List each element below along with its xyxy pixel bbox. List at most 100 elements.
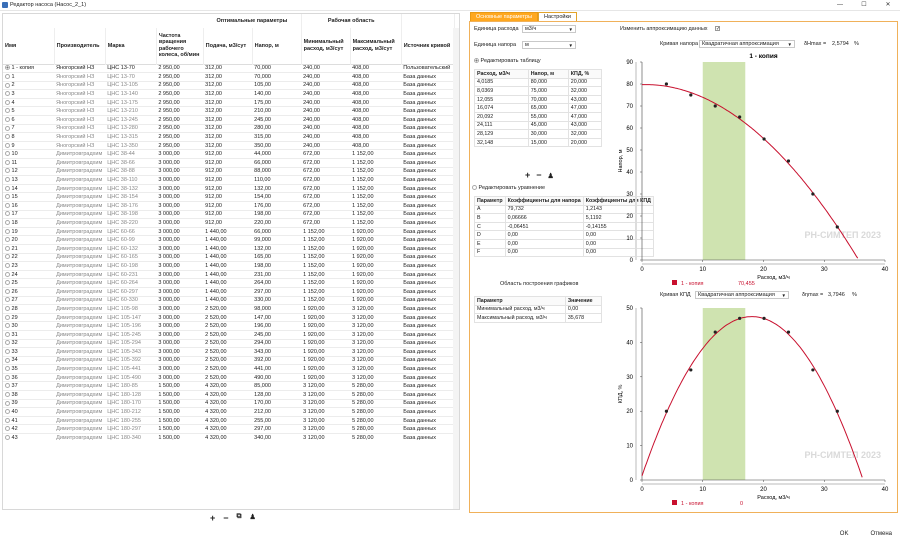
tab-main-params[interactable]: Основные параметры [470,12,538,22]
table-row[interactable]: 17 Димитровградхим ЦНС 38-198 3 000,00 912,0… [3,210,455,219]
table-row[interactable]: Максимальный расход, м3/ч 35,678 [474,313,603,323]
table-row[interactable]: 32 Димитровградхим ЦНС 105-294 3 000,00 2 52… [3,339,455,348]
table-row[interactable]: 26 Димитровградхим ЦНС 60-297 3 000,00 1 440… [3,287,455,296]
table-cell[interactable]: D [474,230,506,240]
table-cell[interactable]: 79,732 [504,204,584,215]
row-radio[interactable] [5,73,10,79]
table-cell[interactable]: 70,000 [527,94,569,105]
table-cell[interactable]: C [474,221,506,232]
table-cell[interactable]: 80,000 [527,77,569,88]
table-cell[interactable]: 43,000 [567,94,603,105]
row-radio[interactable] [5,366,10,372]
table-row[interactable]: 8,0369 75,000 32,000 [474,86,603,96]
table-row[interactable]: 32,148 15,000 20,000 [474,137,603,148]
table-row[interactable]: 1 - копия Яногорский НЗ ЦНС 13-70 2 950,00 3… [3,64,455,73]
row-radio[interactable] [5,228,10,234]
table-row[interactable]: 28,129 30,000 32,000 [474,129,603,139]
table-cell[interactable]: -0,06451 [504,221,584,232]
table-row[interactable]: 43 Димитровградхим ЦНС 180-340 1 500,00 4 32… [3,433,455,443]
row-radio[interactable] [5,357,10,363]
table-cell[interactable]: 0,00 [504,247,584,258]
table-row[interactable]: 13 Димитровградхим ЦНС 38-110 3 000,00 912,0… [3,175,455,185]
table-row[interactable]: 19 Димитровградхим ЦНС 60-66 3 000,00 1 440,… [3,227,455,236]
table-cell[interactable]: 15,000 [527,137,569,148]
row-radio[interactable] [5,435,10,441]
table-row[interactable]: 39 Димитровградхим ЦНС 180-170 1 500,00 4 32… [3,399,455,408]
table-row[interactable]: 36 Димитровградхим ЦНС 105-490 3 000,00 2 52… [3,373,455,382]
table-row[interactable]: 35 Димитровградхим ЦНС 105-441 3 000,00 2 52… [3,364,455,374]
table-cell[interactable]: 4,0185 [474,77,529,88]
table-row[interactable]: Минимальный расход, м3/ч 0,00 [474,304,603,315]
row-radio[interactable] [5,426,10,432]
row-radio[interactable] [5,185,10,191]
table-cell[interactable]: 32,000 [567,86,603,96]
row-radio[interactable] [5,331,10,337]
table-row[interactable]: 4 Яногорский НЗ ЦНС 13-175 2 950,00 312,00 17… [3,98,455,107]
table-row[interactable]: 14 Димитровградхим ЦНС 38-132 3 000,00 912,0… [3,184,455,193]
row-radio[interactable] [5,237,10,243]
table-row[interactable]: 16 Димитровградхим ЦНС 38-176 3 000,00 912,0… [3,201,455,211]
table-row[interactable]: 15 Димитровградхим ЦНС 38-154 3 000,00 912,0… [3,192,455,202]
table-row[interactable]: 2 Яногорский НЗ ЦНС 13-105 2 950,00 312,00 10… [3,81,455,90]
row-radio[interactable] [5,245,10,251]
row-radio[interactable] [5,142,10,148]
table-cell[interactable]: 47,000 [567,103,603,113]
row-radio[interactable] [5,288,10,294]
table-cell[interactable]: 0,00 [564,304,603,315]
table-row[interactable]: 38 Димитровградхим ЦНС 180-128 1 500,00 4 32… [3,390,455,400]
table-cell[interactable]: F [474,247,506,258]
tab-settings[interactable]: Настройки [537,12,577,22]
row-radio[interactable] [5,134,10,140]
table-row[interactable]: 7 Яногорский НЗ ЦНС 13-280 2 950,00 312,00 28… [3,124,455,133]
row-radio[interactable] [5,400,10,406]
table-row[interactable]: 8 Яногорский НЗ ЦНС 13-315 2 950,00 312,00 31… [3,132,455,142]
table-cell[interactable]: 0,00 [504,230,584,240]
row-radio[interactable] [5,91,10,97]
row-radio[interactable] [5,194,10,200]
approx-checkbox[interactable]: ✓ [715,26,721,32]
minimize-button[interactable]: — [837,2,843,8]
table-row[interactable]: 24 Димитровградхим ЦНС 60-231 3 000,00 1 440… [3,270,455,279]
column-header[interactable]: Имя [3,28,55,64]
ok-button[interactable]: OK [839,531,849,537]
table-cell[interactable]: 0,06666 [504,213,584,223]
table-row[interactable]: 24,111 45,000 43,000 [474,120,603,131]
edit-equation-radio[interactable]: Редактировать уравнение [472,185,545,191]
table-row[interactable]: 29 Димитровградхим ЦНС 105-147 3 000,00 2 52… [3,313,455,322]
column-header[interactable]: Марка [105,28,157,64]
table-cell[interactable]: Максимальный расход, м3/ч [474,313,566,323]
row-radio[interactable] [5,271,10,277]
table-cell[interactable]: 20,000 [567,77,603,88]
table-row[interactable]: 40 Димитровградхим ЦНС 180-212 1 500,00 4 32… [3,407,455,417]
copy-row-button[interactable]: ⧉ [236,513,242,520]
row-radio[interactable] [5,151,10,157]
table-row[interactable]: 18 Димитровградхим ЦНС 38-220 3 000,00 912,0… [3,218,455,228]
close-button[interactable]: ✕ [885,2,891,8]
row-radio[interactable] [5,220,10,226]
row-radio[interactable] [5,116,10,122]
row-radio[interactable] [5,297,10,303]
cancel-button[interactable]: Отмена [870,531,892,537]
row-radio[interactable] [5,391,10,397]
table-cell[interactable]: 32,000 [567,129,603,139]
table-cell[interactable]: E [474,238,506,249]
table-cell[interactable]: 47,000 [567,111,603,122]
table-row[interactable]: 16,074 65,000 47,000 [474,103,603,113]
row-radio[interactable] [5,108,10,114]
table-row[interactable]: 33 Димитровградхим ЦНС 105-343 3 000,00 2 52… [3,347,455,357]
table-scrollbar[interactable] [453,28,459,509]
table-row[interactable]: 34 Димитровградхим ЦНС 105-392 3 000,00 2 52… [3,356,455,365]
eff-curve-select[interactable]: Квадратичная аппроксимация ▼ [695,291,789,299]
row-radio[interactable] [5,340,10,346]
row-radio[interactable] [5,348,10,354]
table-row[interactable]: 9 Яногорский НЗ ЦНС 13-350 2 950,00 312,00 35… [3,141,455,150]
table-row[interactable]: 41 Димитровградхим ЦНС 180-255 1 500,00 4 32… [3,416,455,425]
table-cell[interactable]: 20,092 [474,111,529,122]
table-cell[interactable]: 28,129 [474,129,529,139]
row-radio[interactable] [5,280,10,286]
table-row[interactable]: 37 Димитровградхим ЦНС 180-85 1 500,00 4 320… [3,381,455,391]
table-row[interactable]: 27 Димитровградхим ЦНС 60-330 3 000,00 1 440… [3,296,455,305]
table-row[interactable]: 12,055 70,000 43,000 [474,94,603,105]
remove-row-button[interactable]: − [223,513,229,523]
row-radio[interactable] [5,177,10,183]
